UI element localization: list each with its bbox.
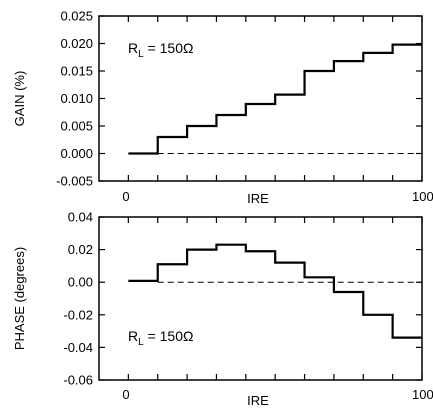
plot-frame <box>98 216 423 381</box>
annotation-label: RL = 150Ω <box>128 40 193 60</box>
phase-chart: 0.04 0.02 0.00 -0.02 -0.04 -0.06 0 100 IRE PHASE … <box>12 210 433 408</box>
x-tick-label: 0 <box>122 189 129 204</box>
y-tick-label: 0.025 <box>60 9 93 24</box>
y-tick-label: 0.02 <box>68 242 93 257</box>
y-tick-label: 0.005 <box>60 119 93 134</box>
annotation-label: RL = 150Ω <box>128 328 193 348</box>
annotation-rest: = 150Ω <box>144 328 194 344</box>
annotation-rest: = 150Ω <box>144 40 194 56</box>
x-tick-label: 100 <box>412 189 433 204</box>
x-tick-label: 100 <box>412 387 433 402</box>
gain-chart: 0.025 0.020 0.015 0.010 0.005 0.000 -0.005 0 100… <box>12 9 433 207</box>
data-series-line <box>128 43 422 155</box>
y-tick-label: 0.015 <box>60 64 93 79</box>
y-tick-label: 0.00 <box>68 275 93 290</box>
y-tick-label: -0.06 <box>63 373 93 388</box>
data-series-line <box>128 243 422 339</box>
y-axis-label: PHASE (degrees) <box>12 247 27 350</box>
y-tick-label: 0.04 <box>68 210 93 225</box>
x-tick-label: 0 <box>122 387 129 402</box>
y-tick-label: -0.005 <box>56 174 93 189</box>
y-tick-label: 0.000 <box>60 146 93 161</box>
y-axis-label: GAIN (%) <box>12 71 27 127</box>
x-axis-label: IRE <box>247 191 269 206</box>
y-tick-label: 0.020 <box>60 36 93 51</box>
annotation-main: R <box>128 328 138 344</box>
x-axis-label: IRE <box>247 393 269 408</box>
annotation-subscript: L <box>138 337 144 348</box>
y-tick-label: -0.02 <box>63 307 93 322</box>
y-tick-label: -0.04 <box>63 340 93 355</box>
annotation-main: R <box>128 40 138 56</box>
annotation-subscript: L <box>138 49 144 60</box>
y-tick-label: 0.010 <box>60 91 93 106</box>
